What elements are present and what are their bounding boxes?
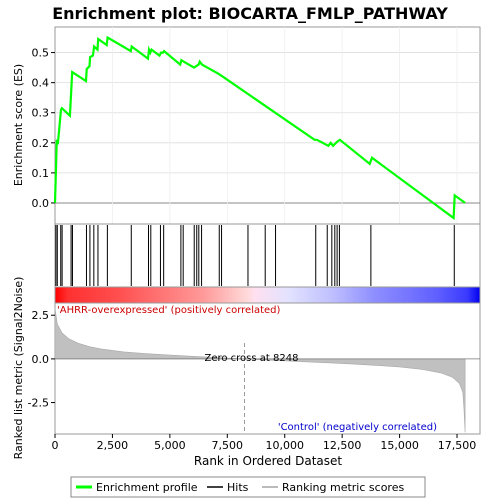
- x-tick-label: 12,500: [323, 439, 362, 452]
- x-tick-label: 10,000: [265, 439, 304, 452]
- es-tick-label: 0.5: [32, 47, 50, 60]
- zero-cross-label: Zero cross at 8248: [204, 353, 298, 364]
- x-tick-label: 2,500: [97, 439, 129, 452]
- es-axis-label: Enrichment score (ES): [12, 64, 25, 186]
- x-tick-label: 5,000: [154, 439, 186, 452]
- metric-tick-label: 0.0: [32, 353, 50, 366]
- es-tick-label: 0.4: [32, 77, 50, 90]
- metric-panel-frame: [54, 302, 481, 435]
- es-tick-label: 0.3: [32, 107, 50, 120]
- legend-hits-label: Hits: [227, 481, 249, 494]
- x-tick-label: 17,500: [438, 439, 477, 452]
- metric-axis-label: Ranked list metric (Signal2Noise): [12, 277, 25, 460]
- x-tick-label: 7,500: [212, 439, 244, 452]
- metric-tick-label: -2.5: [28, 397, 49, 410]
- hits-panel-frame: [54, 223, 481, 288]
- es-tick-label: 0.1: [32, 167, 50, 180]
- metric-tick-label: 2.5: [32, 309, 50, 322]
- legend-metric-label: Ranking metric scores: [282, 481, 404, 494]
- x-axis-label: Rank in Ordered Dataset: [194, 454, 342, 468]
- es-curve-line: [53, 35, 466, 221]
- legend: Enrichment profile Hits Ranking metric s…: [70, 476, 426, 498]
- es-tick-label: 0.2: [32, 137, 50, 150]
- chart-title: Enrichment plot: BIOCARTA_FMLP_PATHWAY: [52, 4, 448, 23]
- x-tick-label: 0: [52, 439, 59, 452]
- x-tick-label: 15,000: [380, 439, 419, 452]
- es-panel-frame: [54, 26, 481, 225]
- heat-bar: [54, 286, 481, 304]
- positive-correlation-label: 'AHRR-overexpressed' (positively correla…: [57, 305, 281, 316]
- legend-frame: [70, 476, 426, 498]
- es-tick-label: 0.0: [32, 197, 50, 210]
- negative-correlation-label: 'Control' (negatively correlated): [278, 422, 437, 433]
- ranking-metric-area: [54, 308, 466, 433]
- legend-enrichment-label: Enrichment profile: [96, 481, 198, 494]
